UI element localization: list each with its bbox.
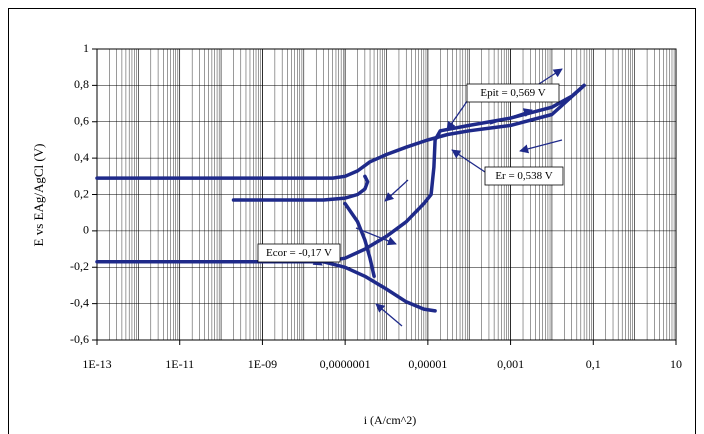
arrow xyxy=(375,303,403,327)
y-tick-label: -0,2 xyxy=(70,259,89,273)
x-tick-label: 1E-11 xyxy=(165,357,194,371)
y-tick-label: -0,4 xyxy=(70,295,89,309)
arrow xyxy=(446,99,469,131)
chart-frame xyxy=(8,8,696,434)
x-tick-label: 1E-09 xyxy=(248,357,277,371)
arrow xyxy=(355,227,397,246)
annotation-box xyxy=(466,83,560,103)
arrow xyxy=(384,179,409,202)
y-tick-label: 1 xyxy=(83,41,89,55)
y-tick-label: -0,6 xyxy=(70,332,89,346)
annotation: Epit = 0,569 V xyxy=(480,87,545,99)
y-tick-label: 0,8 xyxy=(74,77,89,91)
y-tick-label: 0,6 xyxy=(74,114,89,128)
arrow xyxy=(519,139,563,154)
annotation-box xyxy=(484,166,564,186)
y-tick-label: 0 xyxy=(83,223,89,237)
annotation: Er = 0,538 V xyxy=(495,170,552,182)
arrow xyxy=(451,149,486,173)
y-axis-label: E vs EAg/AgCl (V) xyxy=(31,144,46,247)
y-tick-label: 0,4 xyxy=(74,150,89,164)
x-tick-label: 0,00001 xyxy=(408,357,447,371)
x-tick-label: 0,1 xyxy=(586,357,601,371)
annotation: Ecor = -0,17 V xyxy=(266,247,332,259)
curve xyxy=(321,260,437,313)
annotation-box xyxy=(257,243,341,263)
curve xyxy=(95,83,586,180)
x-tick-label: 1E-13 xyxy=(82,357,111,371)
arrow xyxy=(489,108,533,125)
x-tick-label: 0,001 xyxy=(497,357,524,371)
curve xyxy=(343,201,376,279)
x-tick-label: 0,0000001 xyxy=(320,357,371,371)
y-tick-label: 0,2 xyxy=(74,186,89,200)
x-axis-label: i (A/cm^2) xyxy=(364,413,417,427)
curve xyxy=(231,174,370,202)
curve xyxy=(321,83,586,264)
x-tick-label: 10 xyxy=(670,357,682,371)
